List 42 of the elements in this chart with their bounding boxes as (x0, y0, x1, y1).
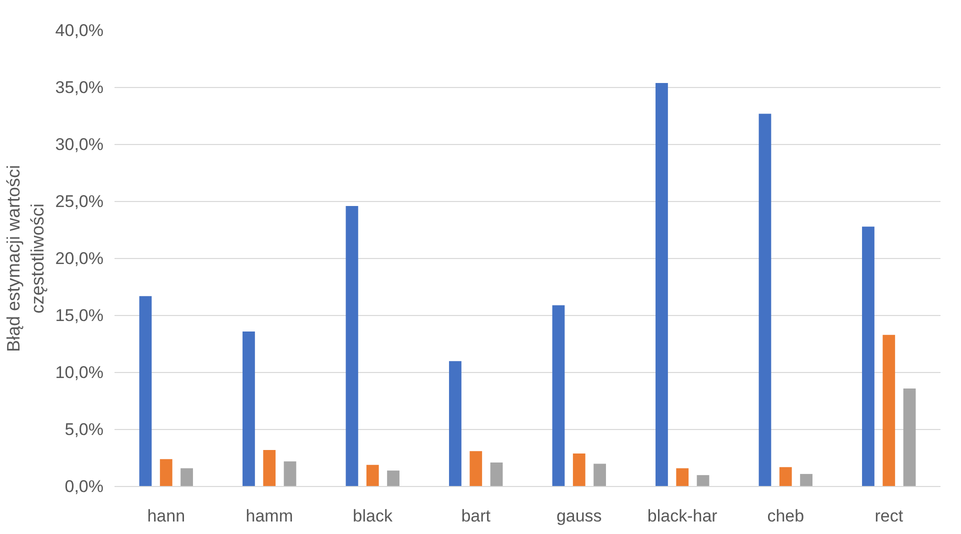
bar (160, 459, 172, 486)
y-tick-label: 15,0% (55, 306, 104, 325)
x-tick-label: rect (874, 506, 904, 526)
bar (779, 467, 792, 486)
y-tick-label: 40,0% (55, 21, 104, 40)
x-tick-label: black-har (647, 506, 718, 526)
bar (800, 474, 812, 486)
y-tick-label: 30,0% (55, 135, 104, 154)
bar (180, 468, 193, 486)
bar (758, 114, 772, 486)
bar (139, 296, 152, 486)
bar (284, 461, 296, 486)
bar (366, 464, 379, 486)
bar (594, 464, 606, 486)
y-axis-title: Błąd estymacji wartości częstotliwości (3, 164, 48, 352)
x-tick-label: cheb (767, 506, 804, 526)
x-tick-label: gauss (556, 506, 602, 526)
x-tick-label: bart (461, 506, 491, 526)
bar (882, 334, 896, 486)
x-tick-label: black (352, 506, 393, 526)
y-tick-label: 25,0% (55, 192, 104, 211)
bar (242, 331, 255, 486)
y-tick-label: 20,0% (55, 249, 104, 268)
bar (572, 453, 586, 486)
bar (387, 470, 400, 486)
y-tick-label: 5,0% (64, 420, 104, 439)
x-tick-label: hamm (246, 506, 293, 526)
bar (346, 206, 358, 486)
bar (449, 361, 462, 486)
bar (552, 305, 565, 486)
bar (862, 226, 874, 486)
y-tick-label: 0,0% (64, 477, 104, 496)
bar (470, 451, 482, 486)
bar (656, 82, 668, 486)
bar (903, 388, 916, 486)
bar (263, 450, 276, 486)
y-tick-label: 35,0% (55, 78, 104, 97)
x-tick-label: hann (147, 506, 186, 526)
bar (490, 462, 503, 486)
bar (676, 468, 689, 486)
bar (696, 475, 710, 486)
y-tick-label: 10,0% (55, 363, 104, 382)
